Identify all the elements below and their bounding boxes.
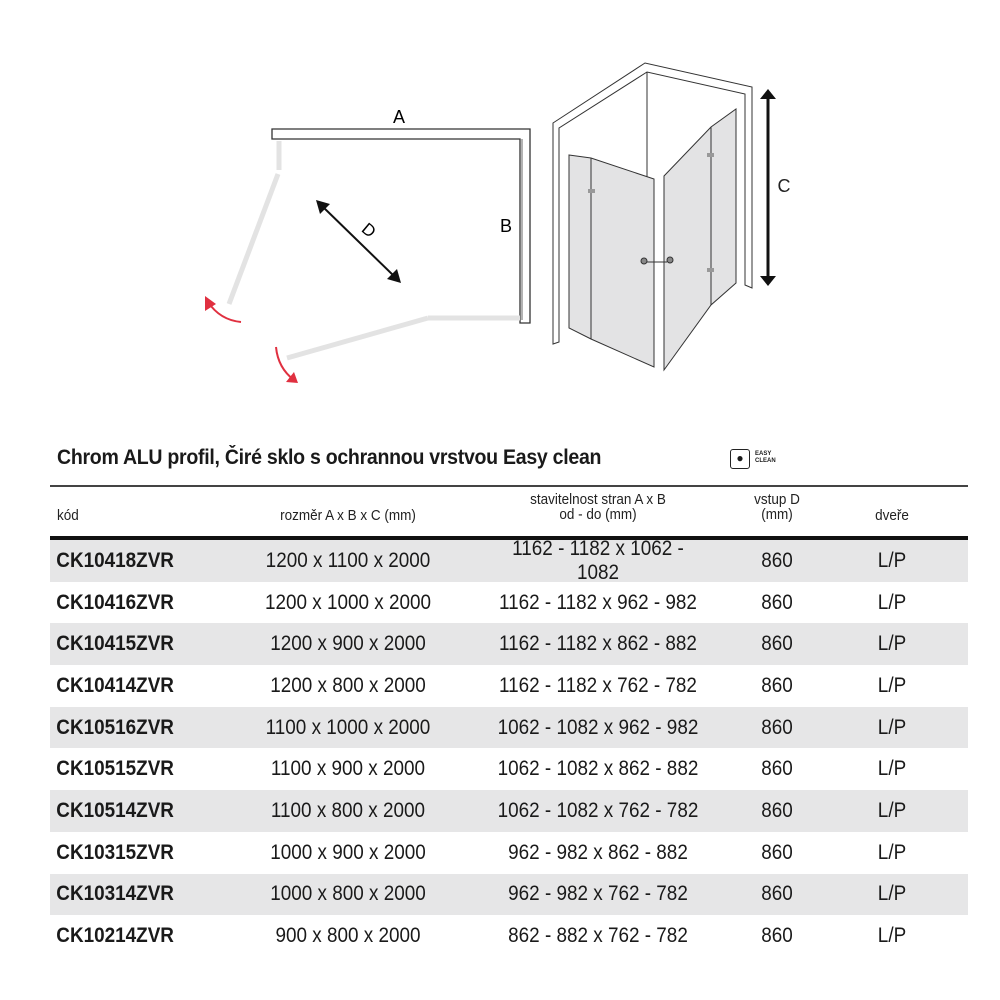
table-row: CK10314ZVR 1000 x 800 x 2000 962 - 982 x 7… — [50, 873, 968, 916]
cell-entry-width: 860 — [761, 757, 793, 781]
cell-doors: L/P — [877, 548, 907, 572]
header-adjustability-line1: stavitelnost stran A x B — [530, 491, 666, 508]
cell-code: CK10416ZVR — [56, 590, 174, 614]
cell-code: CK10214ZVR — [56, 924, 174, 948]
label-a: A — [393, 107, 405, 127]
cell-adjustability: 962 - 982 x 762 - 782 — [508, 882, 688, 906]
header-adjustability-line2: od - do (mm) — [559, 506, 637, 523]
cell-code: CK10514ZVR — [56, 798, 174, 822]
cell-doors: L/P — [877, 590, 907, 614]
cell-adjustability: 1162 - 1182 x 1062 - 1082 — [512, 536, 684, 584]
cell-adjustability: 1062 - 1082 x 762 - 782 — [497, 798, 699, 822]
cell-code: CK10516ZVR — [56, 715, 174, 739]
cell-entry-width: 860 — [761, 882, 793, 906]
cell-dimensions: 1200 x 800 x 2000 — [270, 673, 426, 697]
cell-code: CK10515ZVR — [56, 757, 174, 781]
water-drop-icon: ● — [730, 449, 750, 469]
badge-line2: CLEAN — [755, 458, 776, 464]
label-b: B — [500, 216, 512, 236]
cell-dimensions: 1200 x 1000 x 2000 — [264, 590, 432, 614]
table-row: CK10516ZVR 1100 x 1000 x 2000 1062 - 1082 … — [50, 706, 968, 749]
badge-line1: EASY — [755, 451, 772, 457]
cell-doors: L/P — [877, 673, 907, 697]
cell-code: CK10315ZVR — [56, 840, 174, 864]
floor-plan-diagram: A B D — [205, 107, 531, 383]
table-row: CK10418ZVR 1200 x 1100 x 2000 1162 - 1182 … — [50, 536, 968, 584]
table-row: CK10416ZVR 1200 x 1000 x 2000 1162 - 1182 … — [50, 582, 968, 624]
cell-dimensions: 1000 x 800 x 2000 — [270, 882, 426, 906]
table-row: CK10415ZVR 1200 x 900 x 2000 1162 - 1182 x… — [50, 623, 968, 666]
cell-code: CK10418ZVR — [56, 548, 174, 572]
cell-adjustability: 1062 - 1082 x 862 - 882 — [497, 757, 699, 781]
header-entry: vstup D (mm) — [741, 492, 813, 522]
cell-doors: L/P — [877, 840, 907, 864]
cell-doors: L/P — [877, 757, 907, 781]
cell-dimensions: 900 x 800 x 2000 — [275, 924, 421, 948]
header-entry-line1: vstup D — [754, 491, 800, 508]
header-entry-line2: (mm) — [761, 506, 793, 523]
cell-entry-width: 860 — [761, 590, 793, 614]
header-doors: dveře — [875, 507, 909, 524]
cell-code: CK10314ZVR — [56, 882, 174, 906]
header-adjustability: stavitelnost stran A x B od - do (mm) — [490, 492, 706, 522]
cell-entry-width: 860 — [761, 840, 793, 864]
cell-code: CK10415ZVR — [56, 632, 174, 656]
cell-dimensions: 1000 x 900 x 2000 — [270, 840, 426, 864]
cell-dimensions: 1100 x 800 x 2000 — [270, 798, 426, 822]
cell-entry-width: 860 — [761, 548, 793, 572]
table-row: CK10315ZVR 1000 x 900 x 2000 962 - 982 x 8… — [50, 832, 968, 874]
cell-entry-width: 860 — [761, 715, 793, 739]
cell-dimensions: 1200 x 900 x 2000 — [270, 632, 426, 656]
table-row: CK10515ZVR 1100 x 900 x 2000 1062 - 1082 x… — [50, 748, 968, 790]
cell-dimensions: 1200 x 1100 x 2000 — [265, 548, 431, 572]
easy-clean-badge: EASY CLEAN — [755, 451, 776, 465]
label-d: D — [358, 219, 380, 241]
cell-doors: L/P — [877, 798, 907, 822]
header-dimensions: rozměr A x B x C (mm) — [280, 507, 416, 524]
cell-dimensions: 1100 x 900 x 2000 — [270, 757, 426, 781]
cell-adjustability: 962 - 982 x 862 - 882 — [508, 840, 688, 864]
header-rule — [50, 536, 968, 540]
cell-doors: L/P — [877, 924, 907, 948]
cell-adjustability: 862 - 882 x 762 - 782 — [508, 924, 688, 948]
cell-doors: L/P — [877, 715, 907, 739]
table-row: CK10414ZVR 1200 x 800 x 2000 1162 - 1182 x… — [50, 665, 968, 707]
cell-dimensions: 1100 x 1000 x 2000 — [265, 715, 431, 739]
table-row: CK10514ZVR 1100 x 800 x 2000 1062 - 1082 x… — [50, 790, 968, 832]
cell-code: CK10414ZVR — [56, 673, 174, 697]
product-title: Chrom ALU profil, Čiré sklo s ochrannou … — [57, 446, 602, 469]
cell-adjustability: 1162 - 1182 x 962 - 982 — [499, 590, 697, 614]
cell-adjustability: 1162 - 1182 x 862 - 882 — [499, 632, 697, 656]
table-row: CK10214ZVR 900 x 800 x 2000 862 - 882 x 76… — [50, 915, 968, 957]
3d-shower-diagram: C — [552, 62, 791, 372]
label-c: C — [778, 176, 791, 196]
cell-entry-width: 860 — [761, 632, 793, 656]
cell-adjustability: 1162 - 1182 x 762 - 782 — [499, 673, 697, 697]
cell-doors: L/P — [877, 632, 907, 656]
cell-entry-width: 860 — [761, 673, 793, 697]
product-table: CK10418ZVR 1200 x 1100 x 2000 1162 - 1182 … — [50, 536, 968, 957]
header-code: kód — [57, 507, 79, 524]
cell-entry-width: 860 — [761, 924, 793, 948]
cell-entry-width: 860 — [761, 798, 793, 822]
table-top-rule — [50, 485, 968, 487]
shower-diagrams: A B D C — [205, 62, 791, 383]
cell-doors: L/P — [877, 882, 907, 906]
cell-adjustability: 1062 - 1082 x 962 - 982 — [497, 715, 699, 739]
